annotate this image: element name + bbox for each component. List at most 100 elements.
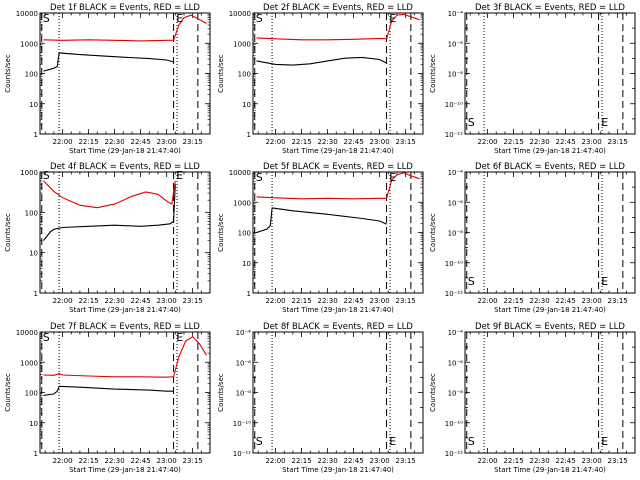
x-tick-label: 22:45	[344, 457, 364, 465]
y-axis-label: Counts/sec	[429, 54, 437, 93]
x-tick-label: 22:30	[104, 457, 124, 465]
plot-frame	[252, 171, 424, 294]
plot-frame	[39, 12, 211, 135]
x-tick-label: 23:00	[370, 138, 390, 146]
marker-label-e: E	[176, 331, 183, 344]
plot-title: Det 4f BLACK = Events, RED = LLD	[50, 162, 200, 172]
y-tick-label: 1000	[20, 40, 38, 48]
plot-panel-1: Det 1f BLACK = Events, RED = LLD 1 10 100 10…	[4, 3, 211, 155]
x-tick-label: 23:00	[370, 297, 390, 305]
x-tick-label: 23:15	[396, 297, 416, 305]
marker-label-e: E	[389, 12, 396, 25]
x-tick-label: 22:15	[503, 457, 523, 465]
y-tick-label: 10	[242, 101, 251, 109]
plot-frame	[252, 331, 424, 454]
y-tick-label: 10⁻⁴	[448, 169, 464, 177]
y-tick-label: 100	[25, 390, 38, 398]
y-tick-label: 10⁻⁸	[448, 390, 464, 398]
x-tick-label: 22:00	[52, 138, 72, 146]
x-tick-label: 22:45	[131, 457, 151, 465]
y-tick-label: 1000	[20, 359, 38, 367]
series-line	[43, 14, 207, 42]
x-tick-label: 23:00	[582, 297, 602, 305]
x-tick-label: 22:45	[131, 138, 151, 146]
plot-title: Det 3f BLACK = Events, RED = LLD	[475, 3, 625, 13]
plot-title: Det 7f BLACK = Events, RED = LLD	[50, 322, 200, 332]
y-axis-label: Counts/sec	[429, 213, 437, 252]
plot-frame	[39, 331, 211, 454]
y-tick-label: 10⁻¹²	[445, 131, 463, 139]
x-tick-label: 22:30	[104, 138, 124, 146]
y-tick-label: 1000	[20, 169, 38, 177]
x-tick-label: 22:45	[556, 138, 576, 146]
y-tick-label: 10⁻⁴	[448, 329, 464, 337]
x-axis-label: Start Time (29-Jan-18 21:47:40)	[494, 306, 606, 314]
plot-panel-4: Det 4f BLACK = Events, RED = LLD 1 10 100 10…	[4, 162, 211, 314]
marker-label-e: E	[389, 435, 396, 448]
x-tick-label: 22:30	[529, 457, 549, 465]
marker-label-e: E	[389, 171, 396, 184]
y-tick-label: 10⁻⁸	[236, 390, 252, 398]
y-tick-label: 100	[238, 230, 251, 238]
x-axis-label: Start Time (29-Jan-18 21:47:40)	[494, 147, 606, 155]
x-tick-label: 22:00	[52, 457, 72, 465]
x-tick-label: 22:00	[477, 138, 497, 146]
x-tick-label: 23:15	[183, 138, 203, 146]
y-tick-label: 10000	[229, 169, 251, 177]
plot-title: Det 8f BLACK = Events, RED = LLD	[263, 322, 413, 332]
marker-label-s: S	[43, 331, 50, 344]
y-tick-label: 10⁻¹²	[445, 290, 463, 298]
y-tick-label: 1	[34, 450, 38, 458]
y-tick-label: 10	[29, 250, 38, 258]
x-tick-label: 23:15	[396, 138, 416, 146]
x-axis-label: Start Time (29-Jan-18 21:47:40)	[282, 306, 394, 314]
x-tick-label: 23:15	[608, 457, 628, 465]
x-tick-label: 22:00	[477, 457, 497, 465]
marker-label-s: S	[256, 171, 263, 184]
plot-panel-7: Det 7f BLACK = Events, RED = LLD 1 10 100 10…	[4, 322, 211, 474]
marker-label-s: S	[468, 275, 475, 288]
y-tick-label: 10⁻⁸	[448, 230, 464, 238]
x-tick-label: 22:15	[78, 138, 98, 146]
y-tick-label: 10000	[16, 10, 38, 18]
y-axis-label: Counts/sec	[4, 54, 12, 93]
y-tick-label: 100	[25, 209, 38, 217]
plot-panel-5: Det 5f BLACK = Events, RED = LLD 1 10 100 10…	[217, 162, 424, 314]
x-tick-label: 22:00	[477, 297, 497, 305]
plot-frame	[39, 171, 211, 294]
marker-label-s: S	[256, 12, 263, 25]
series-line	[256, 13, 420, 41]
x-axis-label: Start Time (29-Jan-18 21:47:40)	[494, 466, 606, 474]
plot-title: Det 9f BLACK = Events, RED = LLD	[475, 322, 625, 332]
y-tick-label: 10⁻⁶	[448, 359, 464, 367]
x-tick-label: 22:30	[104, 297, 124, 305]
marker-label-s: S	[256, 435, 263, 448]
plot-frame	[464, 171, 636, 294]
x-tick-label: 22:45	[556, 457, 576, 465]
marker-label-e: E	[601, 275, 608, 288]
y-tick-label: 1000	[233, 40, 251, 48]
y-tick-label: 10	[242, 260, 251, 268]
plot-panel-9: Det 9f BLACK = Events, RED = LLD 10⁻¹² 10⁻…	[429, 322, 636, 474]
y-tick-label: 10⁻⁶	[448, 40, 464, 48]
y-axis-label: Counts/sec	[217, 54, 225, 93]
y-tick-label: 10⁻⁸	[448, 71, 464, 79]
x-tick-label: 22:30	[529, 297, 549, 305]
plot-title: Det 5f BLACK = Events, RED = LLD	[263, 162, 413, 172]
x-tick-label: 22:15	[78, 457, 98, 465]
y-axis-label: Counts/sec	[4, 213, 12, 252]
x-tick-label: 22:00	[265, 457, 285, 465]
y-tick-label: 10⁻¹⁰	[445, 101, 463, 109]
series-line	[43, 180, 176, 209]
y-tick-label: 1	[34, 290, 38, 298]
x-tick-label: 22:30	[317, 297, 337, 305]
x-tick-label: 23:00	[370, 457, 390, 465]
plot-title: Det 1f BLACK = Events, RED = LLD	[50, 3, 200, 13]
marker-label-e: E	[176, 12, 183, 25]
marker-label-e: E	[176, 169, 183, 182]
x-axis-label: Start Time (29-Jan-18 21:47:40)	[282, 466, 394, 474]
series-line	[43, 52, 174, 72]
y-axis-label: Counts/sec	[4, 373, 12, 412]
x-tick-label: 22:00	[265, 297, 285, 305]
